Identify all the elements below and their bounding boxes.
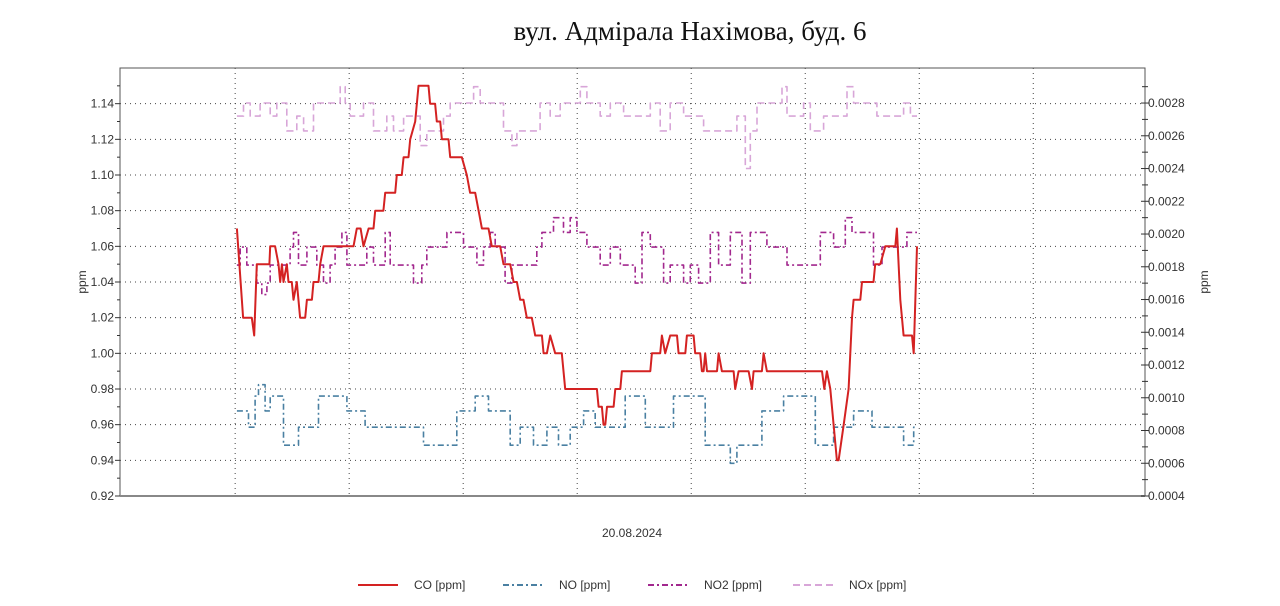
- series-line-no2: [236, 216, 917, 296]
- y-tick-label-right: 0.0012: [1148, 358, 1185, 372]
- y-axis-label-left: ppm: [75, 270, 89, 293]
- axes: 0.92 0.94 0.96 0.98 1.00 1.02 1.04 1.06 1.08 1.10…: [91, 67, 1185, 503]
- legend-swatch: [793, 584, 833, 586]
- legend-item-co: CO [ppm]: [358, 578, 503, 592]
- legend-label: NO [ppm]: [559, 578, 611, 592]
- grid-lines: [120, 68, 1145, 496]
- y-tick-label-right: 0.0006: [1148, 456, 1185, 470]
- y-tick-label-left: 0.98: [91, 382, 115, 396]
- series-line-co: [235, 84, 918, 462]
- legend-item-nox: NOx [ppm]: [793, 578, 938, 592]
- y-tick-label-left: 1.06: [91, 239, 115, 253]
- y-tick-label-left: 0.92: [91, 489, 115, 503]
- legend-item-no: NO [ppm]: [503, 578, 648, 592]
- y-tick-label-left: 1.10: [91, 168, 115, 182]
- plot-frame: [119, 67, 1146, 497]
- y-tick-label-right: 0.0008: [1148, 424, 1185, 438]
- legend-swatch: [648, 584, 688, 586]
- x-axis-label: 20.08.2024: [602, 526, 662, 540]
- y-tick-label-right: 0.0026: [1148, 129, 1185, 143]
- y-tick-label-right: 0.0020: [1148, 227, 1185, 241]
- y-tick-label-right: 0.0022: [1148, 194, 1185, 208]
- y-tick-label-left: 0.94: [91, 453, 115, 467]
- y-tick-label-right: 0.0028: [1148, 96, 1185, 110]
- legend-swatch: [358, 584, 398, 586]
- legend-item-no2: NO2 [ppm]: [648, 578, 793, 592]
- legend-label: NO2 [ppm]: [704, 578, 763, 592]
- y-tick-label-right: 0.0024: [1148, 162, 1185, 176]
- series-layer: [235, 84, 918, 465]
- y-tick-label-left: 1.12: [91, 132, 115, 146]
- y-tick-label-right: 0.0016: [1148, 293, 1185, 307]
- y-tick-label-right: 0.0018: [1148, 260, 1185, 274]
- series-line-nox: [236, 85, 917, 170]
- legend-label: NOx [ppm]: [849, 578, 907, 592]
- y-tick-label-right: 0.0004: [1148, 489, 1185, 503]
- y-tick-label-left: 1.14: [91, 97, 115, 111]
- y-tick-label-left: 1.02: [91, 311, 115, 325]
- y-tick-label-right: 0.0010: [1148, 391, 1185, 405]
- chart-title: вул. Адмірала Нахімова, буд. 6: [513, 16, 867, 46]
- y-tick-label-left: 1.08: [91, 204, 115, 218]
- y-tick-label-left: 0.96: [91, 418, 115, 432]
- series-line-no: [236, 383, 917, 465]
- y-tick-label-right: 0.0014: [1148, 325, 1185, 339]
- y-axis-label-right: ppm: [1197, 270, 1211, 293]
- legend-label: CO [ppm]: [414, 578, 466, 592]
- y-tick-label-left: 1.00: [91, 346, 115, 360]
- y-tick-label-left: 1.04: [91, 275, 115, 289]
- legend: CO [ppm] NO [ppm] NO2 [ppm] NOx [ppm]: [358, 578, 938, 592]
- legend-swatch: [503, 584, 543, 586]
